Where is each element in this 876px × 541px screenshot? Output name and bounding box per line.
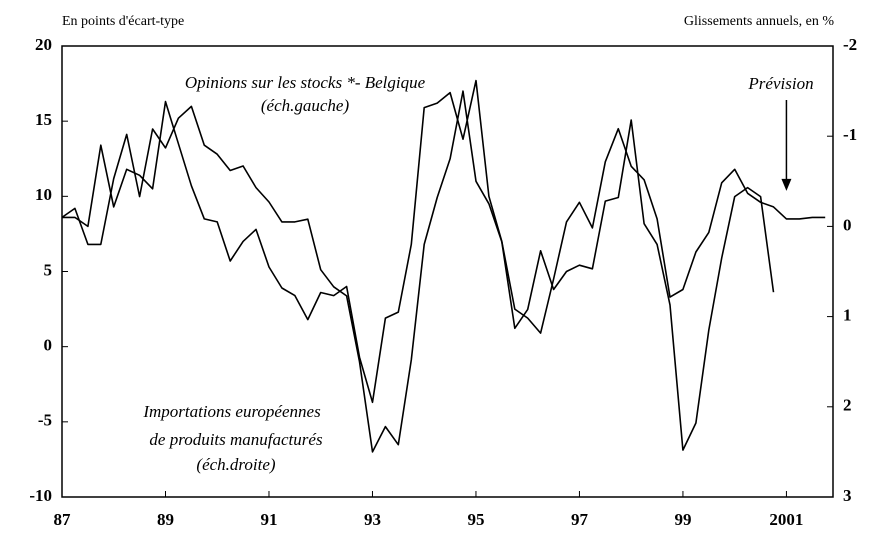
right-axis-label: Glissements annuels, en % <box>684 14 834 29</box>
annotation: (éch.gauche) <box>261 96 350 115</box>
x-tick-label: 99 <box>674 510 691 529</box>
y-tick-label: 20 <box>35 35 52 54</box>
x-tick-label: 91 <box>260 510 277 529</box>
y-tick-label: 0 <box>44 336 53 355</box>
series-line <box>61 90 775 453</box>
x-tick-label: 97 <box>571 510 589 529</box>
y-tick-label: 10 <box>35 185 52 204</box>
x-tick-label: 93 <box>364 510 381 529</box>
annotation: de produits manufacturés <box>149 430 323 449</box>
y2-tick-label: -1 <box>843 125 857 144</box>
x-tick-label: 87 <box>54 510 72 529</box>
y2-tick-label: -2 <box>843 35 857 54</box>
series-label: Importations européennes <box>142 402 321 421</box>
x-tick-label: 2001 <box>769 510 803 529</box>
x-tick-label: 95 <box>467 510 484 529</box>
y2-tick-label: 1 <box>843 306 852 325</box>
y2-tick-label: 2 <box>843 396 852 415</box>
y-tick-label: 15 <box>35 110 52 129</box>
annotation: (éch.droite) <box>196 455 275 474</box>
y2-tick-label: 3 <box>843 486 852 505</box>
annotation: Prévision <box>747 74 813 93</box>
y-tick-label: -10 <box>29 486 52 505</box>
forecast-arrowhead <box>781 178 792 191</box>
y2-tick-label: 0 <box>843 215 852 234</box>
left-axis-label: En points d'écart-type <box>62 14 184 29</box>
y-tick-label: -5 <box>38 411 52 430</box>
y-tick-label: 5 <box>44 260 53 279</box>
x-tick-label: 89 <box>157 510 174 529</box>
series-label: Opinions sur les stocks *- Belgique <box>185 73 426 92</box>
series-line <box>62 79 826 404</box>
